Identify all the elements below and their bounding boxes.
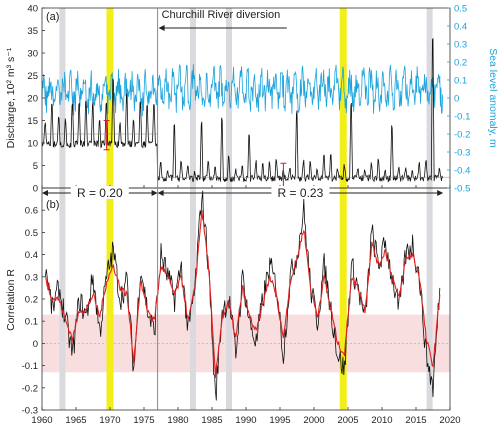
r-after-head-left <box>157 190 164 196</box>
correlation-smoothed-line <box>44 209 441 378</box>
r-after-label: R = 0.23 <box>278 186 324 200</box>
panel-a-left-ticks: 0 5 10 15 20 25 30 35 40 <box>27 4 45 195</box>
x-tick-label-2: 1970 <box>99 415 120 426</box>
a-left-tick-label-2: 10 <box>27 139 38 150</box>
panel-a-label: (a) <box>46 11 59 23</box>
x-tick-label-12: 2020 <box>439 415 460 426</box>
yellow-band-b-1 <box>339 188 347 410</box>
a-left-tick-label-4: 20 <box>27 94 38 105</box>
panel-a-right-axis-label: Sea level anomaly, m <box>487 48 499 148</box>
panel-b-label: (b) <box>46 199 59 211</box>
a-right-tick-label-0: -0.5 <box>454 184 470 195</box>
panel-a-series <box>41 37 450 191</box>
a-right-tick-label-10: 0.5 <box>454 4 467 15</box>
panel-b-left-axis-label: Correlation R <box>5 269 17 331</box>
a-right-tick-label-2: -0.3 <box>454 148 470 159</box>
x-tick-label-5: 1985 <box>201 415 222 426</box>
x-tick-label-9: 2005 <box>337 415 358 426</box>
a-left-tick-label-6: 30 <box>27 49 38 60</box>
grey-band-a-1 <box>189 8 196 188</box>
a-left-tick-label-5: 25 <box>27 71 38 82</box>
b-left-tick-label-5: 0.2 <box>25 295 38 306</box>
panel-b-x-ticks: 1960 1965 1970 1975 1980 1985 1990 1995 2000 2005… <box>31 185 461 426</box>
panel-b-left-ticks: -0.3 -0.2 -0.1 0 0.1 0.2 0.3 0.4 0.5 0.6 <box>22 187 45 417</box>
b-left-tick-label-0: -0.3 <box>22 406 38 417</box>
a-left-tick-label-7: 35 <box>27 26 38 37</box>
x-tick-label-4: 1980 <box>167 415 188 426</box>
b-left-tick-label-8: 0.5 <box>25 228 38 239</box>
a-right-tick-label-6: 0.1 <box>454 76 467 87</box>
b-left-tick-label-6: 0.3 <box>25 272 38 283</box>
a-right-tick-label-9: 0.4 <box>454 22 467 33</box>
a-left-tick-label-3: 15 <box>27 116 38 127</box>
panel-b-series <box>44 190 441 401</box>
sea-level-line <box>41 64 444 117</box>
grey-band-b-2 <box>226 188 232 410</box>
r-after-label-bg <box>271 186 330 199</box>
a-left-tick-label-8: 40 <box>27 4 38 15</box>
a-right-tick-label-3: -0.2 <box>454 130 470 141</box>
yellow-band-a-1 <box>339 8 347 188</box>
a-left-tick-label-1: 5 <box>33 161 38 172</box>
panel-a-left-axis-label: Discharge, 10² m³ s⁻¹ <box>5 47 17 148</box>
x-tick-label-1: 1965 <box>65 415 86 426</box>
r-before-head-right <box>151 190 158 196</box>
b-left-tick-label-2: -0.1 <box>22 361 38 372</box>
yellow-band-b-0 <box>106 188 114 410</box>
x-tick-label-11: 2015 <box>405 415 426 426</box>
b-left-tick-label-3: 0 <box>33 339 38 350</box>
x-tick-label-6: 1990 <box>235 415 256 426</box>
diversion-arrow-head <box>158 25 165 31</box>
a-right-tick-label-1: -0.4 <box>454 166 470 177</box>
b-left-tick-label-1: -0.2 <box>22 383 38 394</box>
discharge-line <box>41 37 444 183</box>
r-before-label: R = 0.20 <box>77 186 123 200</box>
panel-a-right-ticks: -0.5 -0.4 -0.3 -0.2 -0.1 0 0.1 0.2 0.3 0.4 0.5 <box>447 4 470 195</box>
grey-band-a-0 <box>59 8 66 188</box>
a-left-tick-label-0: 0 <box>33 184 38 195</box>
a-right-tick-label-4: -0.1 <box>454 112 470 123</box>
diversion-annotation: Churchill River diversion <box>162 9 281 21</box>
a-right-tick-label-8: 0.3 <box>454 40 467 51</box>
r-after-head-right <box>437 190 444 196</box>
grey-band-b-0 <box>59 188 66 410</box>
panel-b-significance-band <box>42 314 450 373</box>
b-left-tick-label-7: 0.4 <box>25 250 38 261</box>
x-tick-label-8: 2000 <box>303 415 324 426</box>
r-before-head-left <box>42 190 48 196</box>
x-tick-label-3: 1975 <box>133 415 154 426</box>
b-left-tick-label-4: 0.1 <box>25 317 38 328</box>
diversion-marker: Churchill River diversion <box>157 8 287 410</box>
x-tick-label-10: 2010 <box>371 415 392 426</box>
grey-band-a-2 <box>226 8 232 188</box>
a-right-tick-label-5: 0 <box>454 94 459 105</box>
r-span-arrows: R = 0.20 R = 0.23 <box>42 186 444 200</box>
a-right-tick-label-7: 0.2 <box>454 58 467 69</box>
x-tick-label-0: 1960 <box>31 415 52 426</box>
b-left-tick-label-9: 0.6 <box>25 206 38 217</box>
x-tick-label-7: 1995 <box>269 415 290 426</box>
grey-band-b-3 <box>426 188 433 410</box>
r-before-label-bg <box>70 186 129 199</box>
